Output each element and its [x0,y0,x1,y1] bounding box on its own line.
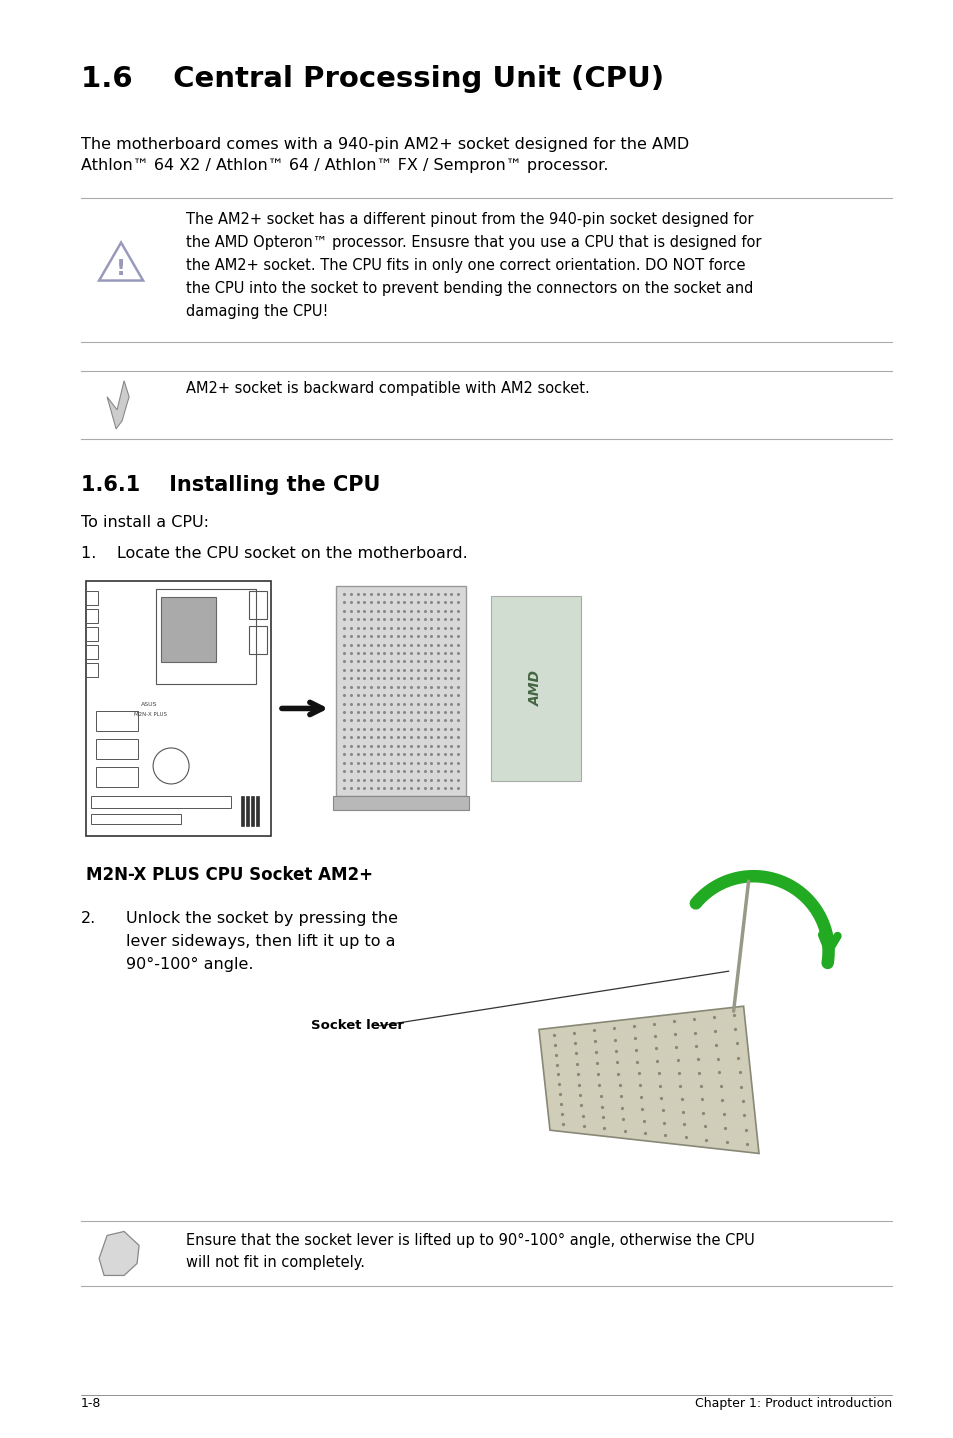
Polygon shape [538,1007,759,1153]
Text: The motherboard comes with a 940-pin AM2+ socket designed for the AMD
Athlon™ 64: The motherboard comes with a 940-pin AM2… [81,137,689,173]
Bar [96,766,138,787]
Text: Chapter 1: Product introduction: Chapter 1: Product introduction [694,1396,891,1411]
Bar [255,797,259,825]
Bar [491,595,580,781]
Text: 1.    Locate the CPU socket on the motherboard.: 1. Locate the CPU socket on the motherbo… [81,546,467,561]
Bar [333,797,469,810]
Bar [249,626,267,654]
Bar [246,797,249,825]
Bar [86,627,98,641]
Text: AM2+ socket is backward compatible with AM2 socket.: AM2+ socket is backward compatible with … [186,381,589,395]
Text: Unlock the socket by pressing the
lever sideways, then lift it up to a
90°-100° : Unlock the socket by pressing the lever … [126,910,397,972]
Text: 1.6    Central Processing Unit (CPU): 1.6 Central Processing Unit (CPU) [81,65,663,92]
Text: M2N-X PLUS CPU Socket AM2+: M2N-X PLUS CPU Socket AM2+ [86,866,373,884]
Bar [86,591,98,605]
Text: Socket lever: Socket lever [311,1020,404,1032]
Bar [91,814,181,824]
Bar [241,797,244,825]
Bar [335,585,466,797]
Text: Ensure that the socket lever is lifted up to 90°-100° angle, otherwise the CPU
w: Ensure that the socket lever is lifted u… [186,1232,754,1270]
Bar [86,581,271,835]
Text: !: ! [116,259,126,279]
Text: 1-8: 1-8 [81,1396,101,1411]
Text: 2.: 2. [81,910,96,926]
Bar [156,590,255,684]
Text: To install a CPU:: To install a CPU: [81,515,209,529]
Text: M2N-X PLUS: M2N-X PLUS [134,712,167,718]
Bar [86,608,98,623]
Bar [96,739,138,759]
Polygon shape [99,1231,139,1276]
Bar [86,646,98,659]
Text: 1.6.1    Installing the CPU: 1.6.1 Installing the CPU [81,475,380,495]
Text: AMD: AMD [529,670,542,706]
Bar [91,797,231,808]
Bar [161,597,216,661]
Bar [249,591,267,618]
Bar [96,710,138,731]
Text: The AM2+ socket has a different pinout from the 940-pin socket designed for
the : The AM2+ socket has a different pinout f… [186,213,760,319]
Text: ASUS: ASUS [141,702,157,707]
Bar [251,797,253,825]
Polygon shape [107,381,129,429]
Bar [86,663,98,677]
